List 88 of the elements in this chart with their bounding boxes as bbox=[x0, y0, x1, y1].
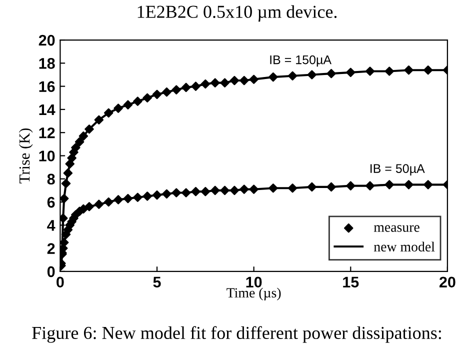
point bbox=[240, 76, 249, 86]
point bbox=[123, 194, 133, 204]
point bbox=[74, 137, 84, 146]
point bbox=[123, 100, 133, 110]
point bbox=[404, 180, 414, 190]
annotation: IB = 50µA bbox=[370, 164, 425, 176]
point bbox=[326, 68, 336, 78]
x-tick-label: 0 bbox=[56, 276, 64, 288]
point bbox=[67, 153, 76, 163]
point bbox=[60, 214, 68, 223]
point bbox=[365, 181, 375, 190]
legend-label: measure bbox=[374, 225, 420, 232]
point bbox=[230, 186, 240, 196]
point bbox=[172, 188, 181, 198]
y-tick-label: 2 bbox=[47, 243, 55, 254]
point bbox=[181, 188, 191, 198]
point bbox=[249, 74, 258, 84]
point bbox=[142, 93, 152, 102]
point bbox=[326, 182, 336, 192]
annotation: IB = 150µA bbox=[270, 55, 332, 67]
point bbox=[210, 78, 220, 88]
point bbox=[60, 194, 69, 204]
point bbox=[230, 76, 240, 86]
point bbox=[346, 68, 356, 78]
point bbox=[63, 168, 73, 178]
point bbox=[133, 192, 142, 202]
point bbox=[384, 66, 394, 76]
point bbox=[162, 189, 172, 199]
point bbox=[404, 65, 414, 75]
y-tick-label: 16 bbox=[39, 81, 55, 92]
point bbox=[84, 202, 94, 212]
point bbox=[423, 65, 433, 75]
point bbox=[84, 124, 94, 134]
y-axis-title: Trise (K) bbox=[18, 128, 33, 184]
x-tick-label: 15 bbox=[343, 276, 359, 288]
point bbox=[191, 186, 200, 196]
y-tick-label: 14 bbox=[39, 104, 56, 115]
point bbox=[307, 70, 317, 80]
point bbox=[94, 200, 104, 209]
y-tick-label: 8 bbox=[47, 174, 55, 185]
point bbox=[162, 87, 172, 97]
point bbox=[307, 182, 317, 192]
point bbox=[142, 192, 152, 201]
x-tick-label: 5 bbox=[153, 276, 161, 288]
x-tick-label: 20 bbox=[439, 276, 456, 288]
point bbox=[210, 186, 220, 196]
point bbox=[60, 238, 69, 248]
point bbox=[220, 186, 230, 196]
point bbox=[365, 66, 375, 76]
point bbox=[220, 78, 230, 88]
point bbox=[249, 184, 258, 194]
point bbox=[200, 79, 210, 89]
point bbox=[65, 159, 75, 168]
point bbox=[384, 180, 394, 190]
point bbox=[172, 85, 181, 94]
point bbox=[346, 181, 356, 190]
point bbox=[104, 108, 114, 118]
y-tick-label: 6 bbox=[47, 196, 55, 208]
y-tick-label: 4 bbox=[47, 220, 56, 231]
point bbox=[152, 90, 162, 100]
legend-label: new model bbox=[374, 242, 435, 252]
y-tick-label: 0 bbox=[47, 266, 55, 278]
point bbox=[423, 180, 433, 190]
x-tick-label: 10 bbox=[246, 276, 262, 288]
point bbox=[104, 197, 114, 207]
point bbox=[191, 82, 200, 91]
x-axis-title: Time (µs) bbox=[226, 288, 281, 300]
point bbox=[288, 184, 298, 193]
point bbox=[114, 195, 123, 204]
point bbox=[78, 204, 88, 214]
y-tick-label: 18 bbox=[39, 58, 55, 69]
point bbox=[61, 178, 71, 188]
point bbox=[114, 104, 123, 113]
y-tick-label: 20 bbox=[38, 34, 55, 46]
point bbox=[133, 96, 142, 106]
point bbox=[94, 115, 104, 124]
point bbox=[240, 184, 249, 194]
point bbox=[200, 186, 210, 196]
chart-title: 1E2B2C 0.5x10 µm device. bbox=[138, 5, 337, 22]
point bbox=[268, 184, 278, 193]
point bbox=[181, 82, 191, 92]
point bbox=[288, 71, 298, 81]
point bbox=[78, 131, 88, 141]
caption: Figure 6: New model fit for different power dissipations: bbox=[32, 326, 441, 343]
y-tick-label: 10 bbox=[39, 150, 55, 162]
point bbox=[152, 190, 162, 200]
point bbox=[268, 72, 278, 82]
y-tick-label: 12 bbox=[39, 127, 55, 138]
